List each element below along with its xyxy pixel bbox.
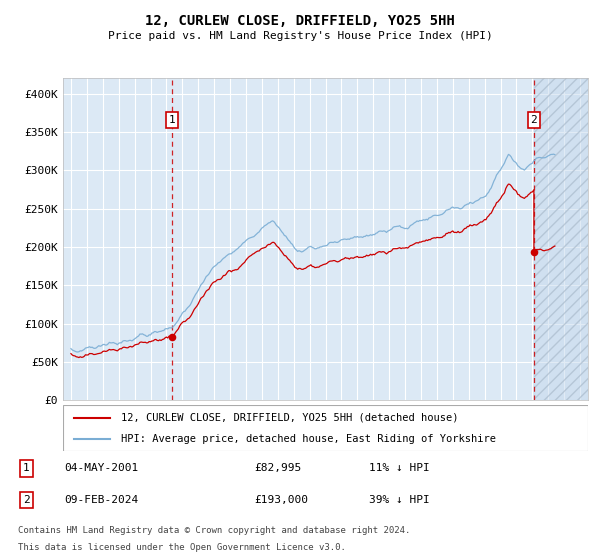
Point: [167, 332, 177, 341]
Bar: [534, 78, 588, 400]
Text: This data is licensed under the Open Government Licence v3.0.: This data is licensed under the Open Gov…: [18, 543, 346, 552]
Text: 1: 1: [23, 464, 30, 473]
Text: 12, CURLEW CLOSE, DRIFFIELD, YO25 5HH (detached house): 12, CURLEW CLOSE, DRIFFIELD, YO25 5HH (d…: [121, 413, 458, 423]
Text: HPI: Average price, detached house, East Riding of Yorkshire: HPI: Average price, detached house, East…: [121, 435, 496, 444]
Text: 2: 2: [23, 495, 30, 505]
Text: 09-FEB-2024: 09-FEB-2024: [64, 495, 138, 505]
Bar: [534, 78, 588, 400]
Text: Contains HM Land Registry data © Crown copyright and database right 2024.: Contains HM Land Registry data © Crown c…: [18, 526, 410, 535]
Text: 2: 2: [530, 115, 537, 125]
Text: 11% ↓ HPI: 11% ↓ HPI: [369, 464, 430, 473]
Text: 12, CURLEW CLOSE, DRIFFIELD, YO25 5HH: 12, CURLEW CLOSE, DRIFFIELD, YO25 5HH: [145, 14, 455, 28]
Text: 1: 1: [169, 115, 175, 125]
Text: £82,995: £82,995: [254, 464, 301, 473]
Text: 04-MAY-2001: 04-MAY-2001: [64, 464, 138, 473]
Text: Price paid vs. HM Land Registry's House Price Index (HPI): Price paid vs. HM Land Registry's House …: [107, 31, 493, 41]
Point: [529, 248, 539, 257]
Text: 39% ↓ HPI: 39% ↓ HPI: [369, 495, 430, 505]
Text: £193,000: £193,000: [254, 495, 308, 505]
